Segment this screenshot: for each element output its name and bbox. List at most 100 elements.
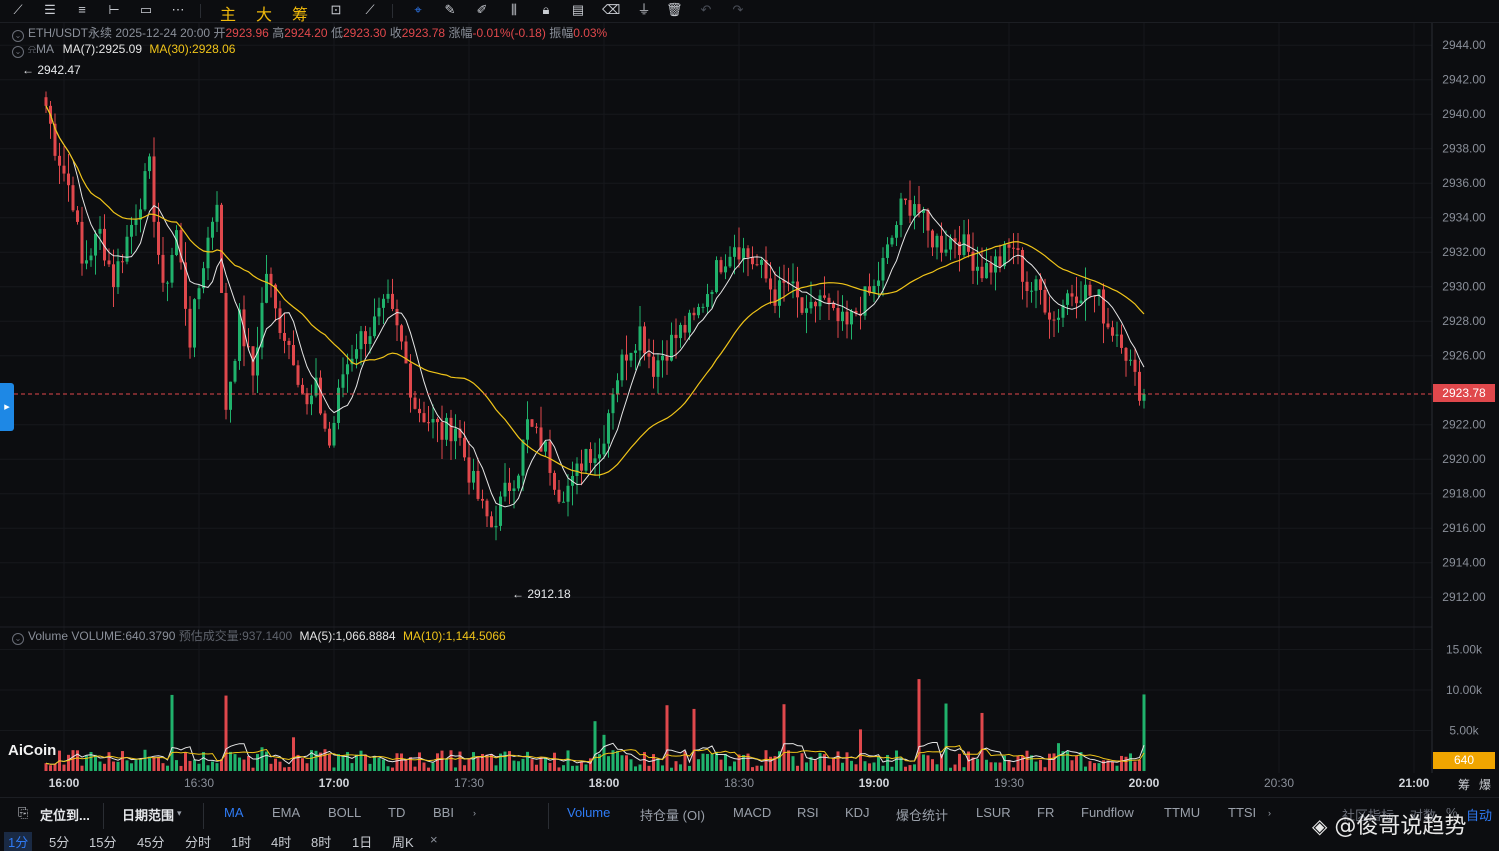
more-sub-icon[interactable]: › [1268, 808, 1271, 818]
redo-icon[interactable]: ↷ [732, 2, 744, 17]
candle-body [139, 209, 142, 220]
eraser-icon[interactable]: ⌫ [602, 2, 621, 17]
volume-bar [611, 750, 615, 771]
kline-chart[interactable]: 2944.00 2942.00 2940.00 2938.00 2936.00 2934.… [0, 23, 1499, 773]
volume-bar [697, 759, 700, 771]
log-scale-toggle[interactable]: 对数 [1410, 808, 1437, 823]
sub-lsur[interactable]: LSUR [976, 805, 1011, 820]
chevron-down-icon[interactable]: ▾ [177, 808, 182, 818]
locate-button[interactable]: 定位到... [40, 808, 90, 823]
candles-icon[interactable]: ⫼ [511, 2, 517, 17]
candle-body [278, 308, 282, 333]
open-label: 开 [213, 26, 226, 40]
sub-kdj[interactable]: KDJ [845, 805, 870, 820]
volume-bar [1106, 760, 1110, 771]
candle-body [89, 255, 93, 261]
volume-bar [791, 756, 795, 771]
trash-icon[interactable]: 🗑︎ [666, 2, 683, 17]
time-tick-label: 18:30 [723, 776, 755, 790]
period-4h[interactable]: 4时 [271, 835, 292, 850]
auto-scale-toggle[interactable]: 自动 [1466, 808, 1493, 823]
lock-icon[interactable]: 🔒︎ [542, 2, 550, 17]
candle-body [674, 334, 678, 339]
period-1h[interactable]: 1时 [231, 835, 252, 850]
period-1m[interactable]: 1分 [4, 832, 33, 851]
candle-body [557, 489, 561, 502]
bell-icon[interactable]: ⍾ [28, 42, 36, 56]
period-45m[interactable]: 45分 [137, 835, 165, 850]
period-8h[interactable]: 8时 [311, 835, 332, 850]
rectangle-icon[interactable]: ▭ [139, 2, 153, 17]
ma-label[interactable]: MA [35, 42, 54, 56]
chip-axis-button[interactable]: 筹 [1458, 778, 1471, 792]
period-15m[interactable]: 15分 [89, 835, 117, 850]
candle-body [314, 377, 318, 396]
candle-body [701, 306, 705, 308]
sub-volume[interactable]: Volume [567, 805, 611, 820]
parallel-lines-icon[interactable]: ☰ [44, 2, 56, 17]
indicator-bbi[interactable]: BBI [433, 805, 454, 820]
indicator-boll[interactable]: BOLL [328, 805, 362, 820]
sub-ttmu[interactable]: TTMU [1164, 805, 1201, 820]
volume-bar [823, 754, 826, 771]
big-order-button[interactable]: 大 [256, 5, 273, 24]
horizontal-ray-icon[interactable]: ⊢ [108, 2, 120, 17]
brush-icon[interactable]: ✐ [476, 2, 488, 17]
volume-bar [553, 752, 556, 771]
ruler-icon[interactable]: ✎ [444, 2, 456, 17]
period-weekly[interactable]: 周K [392, 835, 414, 850]
fib-icon[interactable]: ≡ [78, 2, 86, 17]
community-indicators[interactable]: 社区指标 [1342, 808, 1395, 823]
chip-button[interactable]: 筹 [292, 5, 309, 24]
volume-bar [143, 749, 147, 771]
volume-bar [170, 694, 174, 771]
more-indicators-icon[interactable]: › [473, 808, 476, 818]
indicator-ema[interactable]: EMA [272, 805, 301, 820]
volume-bar [607, 756, 610, 771]
main-force-button[interactable]: 主 [220, 5, 237, 24]
candle-body [850, 310, 853, 325]
candle-body [971, 251, 975, 271]
period-1d[interactable]: 1日 [352, 835, 373, 850]
magnet-icon[interactable]: ⊡ [330, 2, 342, 17]
sub-fr[interactable]: FR [1037, 805, 1055, 820]
candle-body [436, 418, 439, 423]
line-tool-icon[interactable]: ⟋ [13, 2, 23, 17]
indicator-ma[interactable]: MA [224, 805, 244, 820]
undo-icon[interactable]: ↶ [700, 2, 712, 17]
cursor-icon[interactable]: ⌖ [414, 2, 422, 17]
chart-canvas[interactable]: 2944.00 2942.00 2940.00 2938.00 2936.00 2934.… [0, 23, 1499, 773]
sub-rsi[interactable]: RSI [797, 805, 819, 820]
volume-bar [890, 766, 894, 771]
candle-body [899, 198, 903, 226]
side-panel-toggle[interactable]: ▸ [0, 383, 14, 431]
liquidation-axis-button[interactable]: 爆 [1479, 778, 1492, 792]
period-5m[interactable]: 5分 [49, 835, 70, 850]
volume-bar [94, 754, 97, 771]
volume-bar [332, 767, 336, 771]
collapse-icon[interactable]: ⌄ [12, 30, 24, 42]
sub-ttsi[interactable]: TTSI [1228, 805, 1257, 820]
period-timeline[interactable]: 分时 [185, 835, 212, 850]
percent-toggle[interactable]: % [1446, 805, 1458, 820]
more-icon[interactable]: ⋯ [171, 2, 185, 17]
candle-body [341, 374, 345, 388]
sub-oi[interactable]: 持仓量 (OI) [640, 808, 705, 823]
sub-fundflow[interactable]: Fundflow [1081, 805, 1134, 820]
price-tick-label: 2926.00 [1442, 349, 1486, 363]
sub-macd[interactable]: MACD [733, 805, 772, 820]
template-icon[interactable]: ▤ [571, 2, 585, 17]
date-range-button[interactable]: 日期范围 [122, 808, 175, 823]
volume-bar [787, 750, 790, 771]
locate-icon[interactable]: ⎘ [18, 805, 29, 820]
collapse-icon[interactable]: ⌄ [12, 633, 24, 645]
close-icon[interactable]: × [430, 832, 438, 847]
collapse-icon[interactable]: ⌄ [12, 46, 24, 58]
filter-icon[interactable]: ⏚ [637, 2, 651, 17]
candle-body [409, 363, 412, 398]
volume-bar [148, 756, 151, 771]
sub-liquidation[interactable]: 爆仓统计 [896, 808, 949, 823]
candle-body [161, 254, 165, 283]
indicator-td[interactable]: TD [388, 805, 406, 820]
measure-icon[interactable]: ⟋ [365, 2, 375, 17]
